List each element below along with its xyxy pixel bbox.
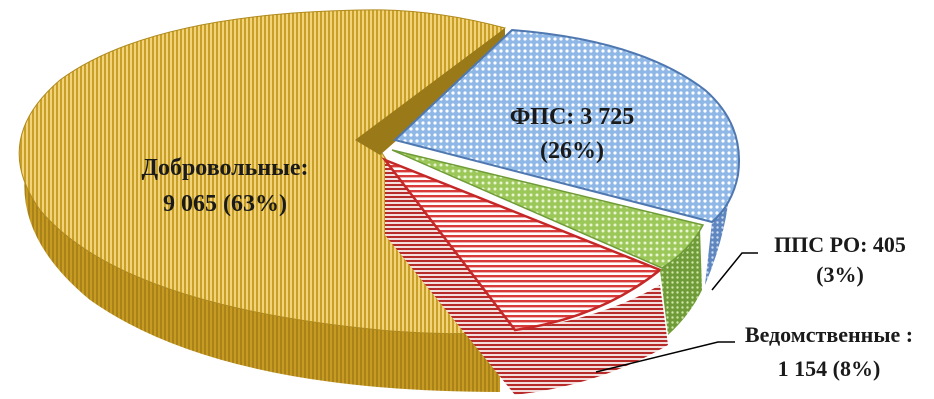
- pie-slice-pps-ro: [391, 149, 705, 335]
- pie-slice-vedomstvennye-front: [515, 285, 668, 395]
- label-dobrovolnye-line2: 9 065 (63%): [163, 191, 287, 217]
- pie-slice-dobrovolnye: [18, 9, 506, 392]
- label-fps-line1: ФПС: 3 725: [510, 104, 635, 130]
- pie-slice-vedomstvennye-side: [385, 160, 520, 395]
- pie-slice-fps: [392, 28, 740, 285]
- pie-slice-dobrovolnye-top: [18, 9, 506, 335]
- label-vedomstvennye-line1: Ведомственные :: [745, 322, 913, 347]
- leader-line-pps-ro: [711, 252, 758, 291]
- pie-slice-pps-ro-side: [660, 228, 702, 335]
- leader-line-vedomstvennye: [595, 341, 735, 373]
- pie-slice-vedomstvennye: [381, 157, 668, 395]
- pie-slice-dobrovolnye-edge: [355, 28, 505, 155]
- pie-slice-dobrovolnye-side: [24, 150, 501, 392]
- label-dobrovolnye-line1: Добровольные:: [141, 155, 308, 181]
- pie-slice-fps-top: [392, 28, 740, 224]
- label-pps-ro-line1: ППС РО: 405: [774, 232, 906, 257]
- pie-slice-vedomstvennye-top: [381, 157, 663, 332]
- pie-slice-pps-ro-top: [391, 149, 705, 269]
- label-fps-line2: (26%): [540, 138, 604, 164]
- label-vedomstvennye-line2: 1 154 (8%): [778, 356, 881, 381]
- label-pps-ro-line2: (3%): [816, 262, 864, 287]
